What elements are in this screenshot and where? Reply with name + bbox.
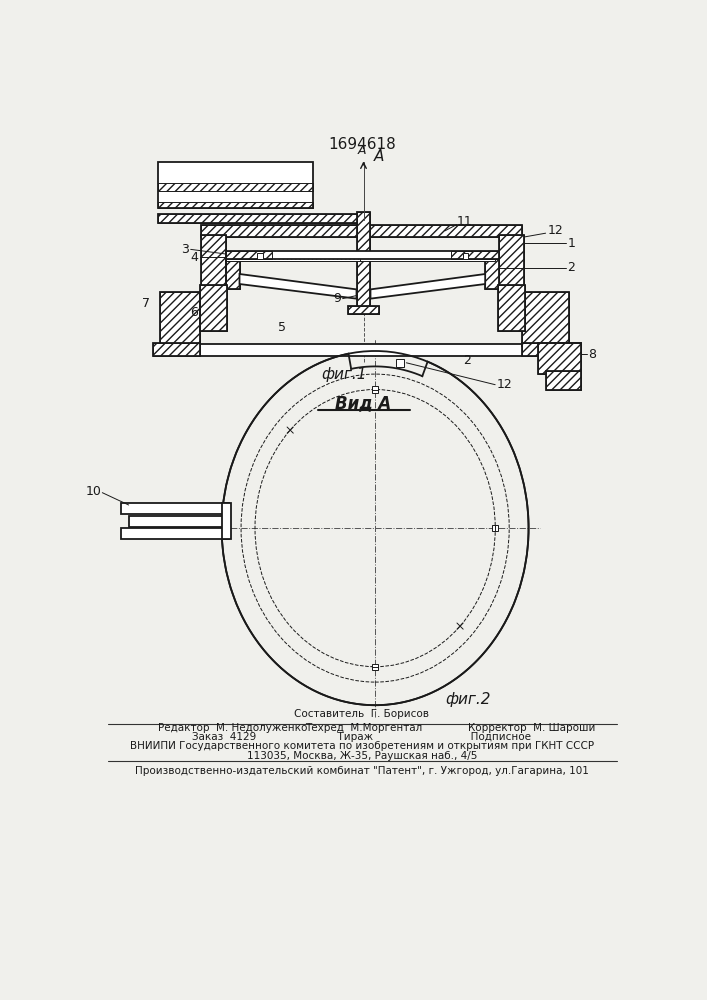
Bar [201,225,522,237]
Text: 2: 2 [567,261,575,274]
Text: 2: 2 [464,354,472,367]
Text: 12: 12 [497,378,513,391]
Bar [348,306,379,314]
Text: 1: 1 [567,237,575,250]
Bar [158,162,313,208]
Text: 1694618: 1694618 [328,137,396,152]
Bar [121,503,230,514]
Text: 7: 7 [142,297,151,310]
Text: 12: 12 [547,224,563,237]
Text: Заказ  4129                         Тираж                              Подписное: Заказ 4129 Тираж Подписное [192,732,532,742]
Bar [226,256,365,261]
Text: 6: 6 [191,306,199,319]
Text: 10: 10 [86,485,102,498]
Polygon shape [240,274,356,299]
Text: ВНИИПИ Государственного комитета по изобретениям и открытиям при ГКНТ СССР: ВНИИПИ Государственного комитета по изоб… [130,741,594,751]
Text: А: А [358,144,366,157]
Bar [226,251,272,259]
Bar [201,235,226,305]
Bar [200,285,227,331]
Bar [522,292,569,346]
Bar [160,292,200,346]
Text: А: А [373,149,384,164]
Bar [129,516,230,527]
Bar [153,343,200,356]
Bar [498,285,525,331]
Bar [201,225,522,237]
Text: Составитель  Г. Борисов: Составитель Г. Борисов [294,709,429,719]
Bar [522,343,580,356]
Bar [158,214,368,223]
Bar [538,343,580,374]
Bar [538,343,580,374]
Bar [158,214,368,223]
Bar [153,343,200,356]
Text: фиг.1: фиг.1 [322,367,367,382]
Bar [356,256,370,309]
Text: Вид А: Вид А [335,394,392,412]
Bar [200,285,227,331]
Text: 8: 8 [588,348,596,361]
Bar [499,235,524,305]
Text: 4: 4 [191,251,199,264]
Bar [397,359,404,367]
Text: 11: 11 [457,215,472,228]
Bar [499,235,524,305]
Text: 5: 5 [278,321,286,334]
Text: 113035, Москва, Ж-35, Раушская наб., 4/5: 113035, Москва, Ж-35, Раушская наб., 4/5 [247,751,477,761]
Bar [158,183,313,191]
Text: фиг.2: фиг.2 [445,692,491,707]
Bar [226,259,240,289]
Bar [498,285,525,331]
Bar [226,259,240,289]
Bar [485,259,499,289]
Bar [451,251,499,259]
Bar [462,253,468,259]
Text: Производственно-издательский комбинат "Патент", г. Ужгород, ул.Гагарина, 101: Производственно-издательский комбинат "П… [135,766,589,776]
Polygon shape [370,274,485,299]
Bar [158,202,313,208]
Bar [226,251,499,259]
Bar [189,344,534,356]
Bar [348,306,379,314]
Text: Техред  М.Моргентал: Техред М.Моргентал [305,723,423,733]
Bar [356,212,370,259]
Bar [546,371,580,389]
Bar [257,253,263,259]
Bar [222,503,231,539]
Bar [485,259,499,289]
Bar [160,292,200,346]
Bar [201,235,226,305]
Text: Редактор  М. Недолуженко: Редактор М. Недолуженко [158,723,308,733]
Text: 9: 9 [333,292,341,305]
Bar [522,343,580,356]
Bar [372,664,378,670]
Bar [226,256,365,261]
Bar [492,525,498,531]
Bar [372,386,378,393]
Bar [356,256,370,309]
Bar [522,292,569,346]
Bar [121,528,230,539]
Bar [546,371,580,389]
Bar [360,256,495,261]
Text: 3: 3 [181,243,189,256]
Text: Корректор  М. Шароши: Корректор М. Шароши [468,723,595,733]
Bar [356,212,370,259]
